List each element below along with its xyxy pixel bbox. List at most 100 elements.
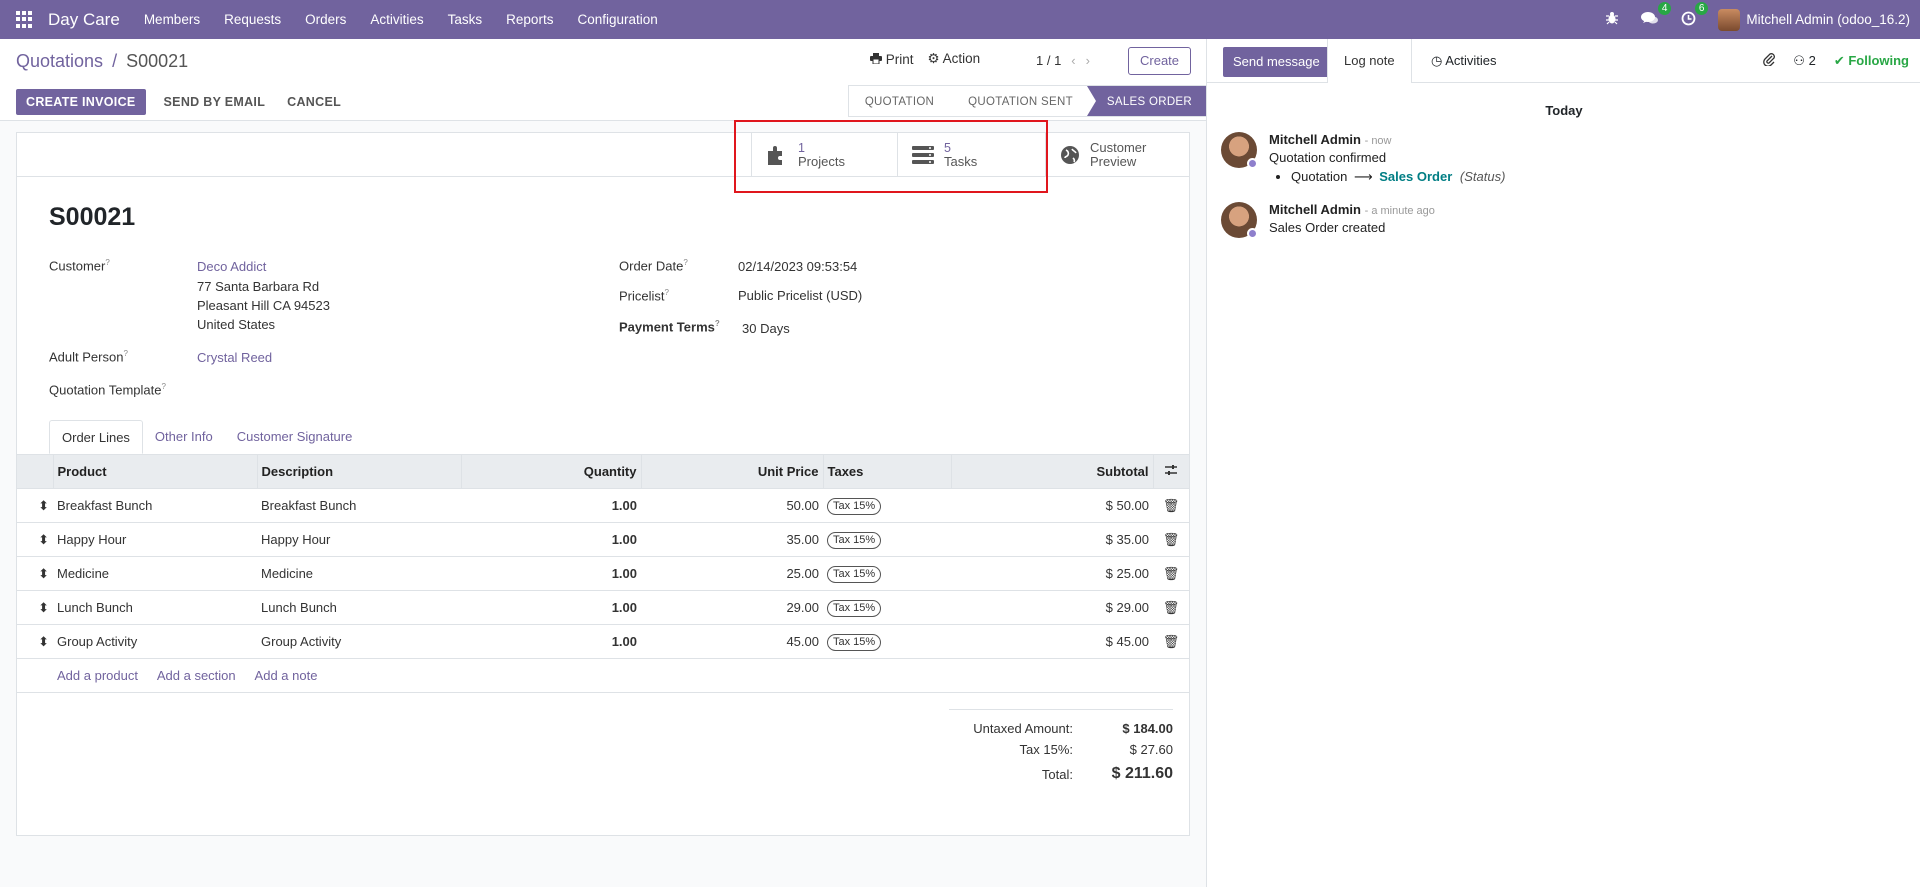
stage-quotation[interactable]: QUOTATION bbox=[847, 85, 958, 117]
stage-sales-order[interactable]: SALES ORDER bbox=[1086, 85, 1206, 117]
line-product[interactable]: Medicine bbox=[53, 556, 257, 591]
line-description[interactable]: Medicine bbox=[257, 556, 461, 591]
trash-icon[interactable]: 🗑 bbox=[1153, 624, 1189, 659]
send-by-email-button[interactable]: SEND BY EMAIL bbox=[163, 95, 266, 109]
messages-icon[interactable]: 4 bbox=[1641, 1, 1672, 29]
add-product-link[interactable]: Add a product bbox=[57, 668, 138, 683]
tab-other-info[interactable]: Other Info bbox=[154, 429, 213, 444]
line-product[interactable]: Group Activity bbox=[53, 624, 257, 659]
column-taxes[interactable]: Taxes bbox=[822, 454, 951, 489]
table-row[interactable]: ⬍ Breakfast Bunch Breakfast Bunch 1.00 5… bbox=[17, 488, 1189, 523]
menu-requests[interactable]: Requests bbox=[224, 12, 282, 27]
menu-members[interactable]: Members bbox=[143, 12, 201, 27]
message-author[interactable]: Mitchell Admin bbox=[1269, 202, 1361, 217]
line-product[interactable]: Lunch Bunch bbox=[53, 590, 257, 625]
adult-person-field[interactable]: Crystal Reed bbox=[197, 350, 273, 365]
customer-field[interactable]: Deco Addict bbox=[197, 259, 267, 274]
activities-clock-icon[interactable]: 6 bbox=[1681, 1, 1709, 29]
quotation-template-field[interactable] bbox=[197, 382, 397, 400]
column-description[interactable]: Description bbox=[256, 454, 461, 489]
line-description[interactable]: Group Activity bbox=[257, 624, 461, 659]
trash-icon[interactable]: 🗑 bbox=[1153, 488, 1189, 523]
following-button[interactable]: ✔ Following bbox=[1833, 52, 1909, 68]
drag-handle-icon[interactable]: ⬍ bbox=[17, 624, 53, 659]
bug-icon[interactable] bbox=[1605, 11, 1619, 28]
line-description[interactable]: Breakfast Bunch bbox=[257, 488, 461, 523]
menu-tasks[interactable]: Tasks bbox=[447, 12, 483, 27]
drag-handle-icon[interactable]: ⬍ bbox=[17, 556, 53, 591]
line-unit-price[interactable]: 50.00 bbox=[641, 488, 823, 523]
activities-button[interactable]: ◷ Activities bbox=[1431, 53, 1497, 68]
line-description[interactable]: Lunch Bunch bbox=[257, 590, 461, 625]
table-row[interactable]: ⬍ Lunch Bunch Lunch Bunch 1.00 29.00 Tax… bbox=[17, 590, 1189, 625]
column-product[interactable]: Product bbox=[52, 454, 257, 489]
tax-tag[interactable]: Tax 15% bbox=[827, 497, 882, 515]
line-quantity[interactable]: 1.00 bbox=[461, 624, 641, 659]
table-row[interactable]: ⬍ Group Activity Group Activity 1.00 45.… bbox=[17, 624, 1189, 659]
followers-button[interactable]: ⚇ 2 bbox=[1793, 52, 1816, 68]
user-menu[interactable]: Mitchell Admin (odoo_16.2) bbox=[1718, 8, 1910, 31]
menu-configuration[interactable]: Configuration bbox=[577, 12, 658, 27]
drag-handle-icon[interactable]: ⬍ bbox=[17, 590, 53, 625]
menu-reports[interactable]: Reports bbox=[506, 12, 554, 27]
line-quantity[interactable]: 1.00 bbox=[461, 590, 641, 625]
pager-previous-icon[interactable]: ‹ bbox=[1071, 53, 1076, 68]
tax-tag[interactable]: Tax 15% bbox=[827, 599, 882, 617]
projects-smart-button[interactable]: 1 Projects bbox=[751, 133, 897, 177]
stage-quotation-sent[interactable]: QUOTATION SENT bbox=[948, 85, 1096, 117]
line-unit-price[interactable]: 35.00 bbox=[641, 522, 823, 557]
line-unit-price[interactable]: 45.00 bbox=[641, 624, 823, 659]
tab-customer-signature[interactable]: Customer Signature bbox=[236, 429, 353, 444]
line-quantity[interactable]: 1.00 bbox=[461, 488, 641, 523]
column-quantity[interactable]: Quantity bbox=[460, 454, 641, 489]
notebook-tabs: Order Lines Other Info Customer Signatur… bbox=[49, 420, 364, 454]
send-message-button[interactable]: Send message bbox=[1223, 47, 1330, 77]
tab-order-lines[interactable]: Order Lines bbox=[49, 420, 143, 454]
table-row[interactable]: ⬍ Medicine Medicine 1.00 25.00 Tax 15% $… bbox=[17, 556, 1189, 591]
pager-next-icon[interactable]: › bbox=[1085, 53, 1090, 68]
create-invoice-button[interactable]: CREATE INVOICE bbox=[16, 89, 146, 115]
pricelist-field[interactable]: Public Pricelist (USD) bbox=[738, 288, 863, 303]
menu-orders[interactable]: Orders bbox=[305, 12, 347, 27]
customer-preview-smart-button[interactable]: Customer Preview bbox=[1045, 133, 1189, 177]
create-button[interactable]: Create bbox=[1128, 47, 1192, 75]
column-subtotal[interactable]: Subtotal bbox=[950, 454, 1153, 489]
tax-tag[interactable]: Tax 15% bbox=[827, 633, 882, 651]
author-avatar[interactable] bbox=[1221, 132, 1258, 169]
line-unit-price[interactable]: 25.00 bbox=[641, 556, 823, 591]
add-section-link[interactable]: Add a section bbox=[156, 668, 236, 683]
highlight-box bbox=[734, 120, 1048, 193]
tax-tag[interactable]: Tax 15% bbox=[827, 565, 882, 583]
action-button[interactable]: ⚙ Action bbox=[927, 51, 981, 66]
paperclip-icon[interactable] bbox=[1763, 52, 1776, 69]
message-author[interactable]: Mitchell Admin bbox=[1269, 132, 1361, 147]
author-avatar[interactable] bbox=[1221, 202, 1258, 239]
cancel-button[interactable]: CANCEL bbox=[287, 95, 342, 109]
line-quantity[interactable]: 1.00 bbox=[461, 556, 641, 591]
app-name[interactable]: Day Care bbox=[48, 9, 120, 29]
breadcrumb-quotations[interactable]: Quotations bbox=[16, 51, 104, 71]
order-date-field[interactable]: 02/14/2023 09:53:54 bbox=[738, 259, 858, 274]
table-row[interactable]: ⬍ Happy Hour Happy Hour 1.00 35.00 Tax 1… bbox=[17, 522, 1189, 557]
drag-handle-icon[interactable]: ⬍ bbox=[17, 488, 53, 523]
optional-columns-toggle[interactable] bbox=[1152, 454, 1189, 489]
pager-value[interactable]: 1 / 1 bbox=[1036, 53, 1062, 68]
menu-activities[interactable]: Activities bbox=[370, 12, 424, 27]
column-unit-price[interactable]: Unit Price bbox=[640, 454, 823, 489]
line-quantity[interactable]: 1.00 bbox=[461, 522, 641, 557]
line-unit-price[interactable]: 29.00 bbox=[641, 590, 823, 625]
line-product[interactable]: Happy Hour bbox=[53, 522, 257, 557]
tasks-smart-button[interactable]: 5 Tasks bbox=[897, 133, 1045, 177]
trash-icon[interactable]: 🗑 bbox=[1153, 556, 1189, 591]
app-menu-icon[interactable] bbox=[16, 10, 34, 29]
payment-terms-field[interactable]: 30 Days bbox=[742, 321, 790, 336]
trash-icon[interactable]: 🗑 bbox=[1153, 590, 1189, 625]
line-description[interactable]: Happy Hour bbox=[257, 522, 461, 557]
trash-icon[interactable]: 🗑 bbox=[1153, 522, 1189, 557]
print-button[interactable]: Print bbox=[870, 52, 914, 67]
log-note-button[interactable]: Log note bbox=[1327, 39, 1412, 83]
add-note-link[interactable]: Add a note bbox=[254, 668, 318, 683]
line-product[interactable]: Breakfast Bunch bbox=[53, 488, 257, 523]
drag-handle-icon[interactable]: ⬍ bbox=[17, 522, 53, 557]
tax-tag[interactable]: Tax 15% bbox=[827, 531, 882, 549]
